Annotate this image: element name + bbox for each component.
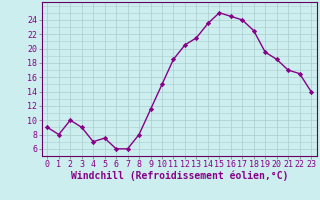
X-axis label: Windchill (Refroidissement éolien,°C): Windchill (Refroidissement éolien,°C) bbox=[70, 171, 288, 181]
